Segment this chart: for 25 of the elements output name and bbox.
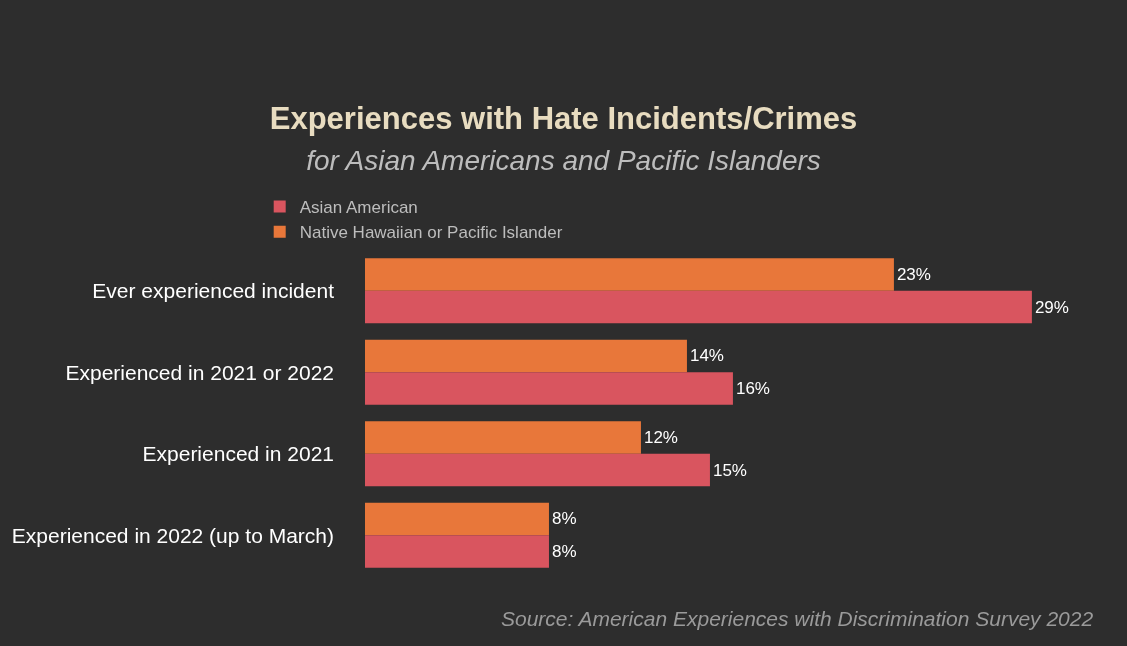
data-label: 12%: [643, 427, 678, 447]
data-label: 29%: [1034, 297, 1069, 317]
data-label: 8%: [551, 509, 577, 529]
bar: [365, 535, 549, 568]
bar: [365, 372, 733, 405]
y-tick-label: Experienced in 2021: [142, 442, 334, 466]
legend-label: Native Hawaiian or Pacific Islander: [299, 223, 563, 243]
chart-subtitle: for Asian Americans and Pacific Islanders: [306, 144, 821, 176]
data-label: 16%: [735, 379, 770, 399]
legend-label: Asian American: [299, 198, 418, 218]
y-tick-label: Experienced in 2022 (up to March): [11, 523, 334, 547]
bar: [365, 258, 894, 291]
bar: [365, 421, 641, 454]
bar: [365, 339, 687, 373]
bar: [365, 453, 710, 487]
data-label: 8%: [551, 542, 577, 562]
y-tick-label: Experienced in 2021 or 2022: [65, 360, 334, 384]
data-label: 23%: [896, 264, 931, 284]
y-tick-label: Ever experienced incident: [92, 279, 335, 303]
bar: [365, 290, 1032, 324]
data-label: 14%: [689, 346, 724, 366]
data-label: 15%: [712, 460, 747, 480]
bar: [365, 502, 549, 536]
chart-title: Experiences with Hate Incidents/Crimes: [269, 101, 858, 137]
source-note: Source: American Experiences with Discrimination Survey 2022: [501, 607, 1094, 630]
